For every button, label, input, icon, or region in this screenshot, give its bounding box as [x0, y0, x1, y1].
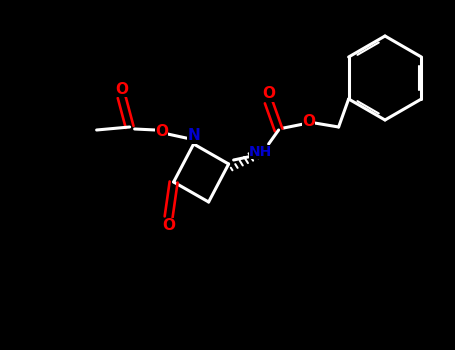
Text: O: O — [115, 82, 128, 97]
Text: NH: NH — [249, 145, 272, 159]
Text: O: O — [162, 217, 175, 232]
Text: O: O — [262, 86, 275, 102]
Text: O: O — [302, 114, 315, 130]
Text: O: O — [155, 125, 168, 140]
Text: N: N — [187, 128, 200, 143]
